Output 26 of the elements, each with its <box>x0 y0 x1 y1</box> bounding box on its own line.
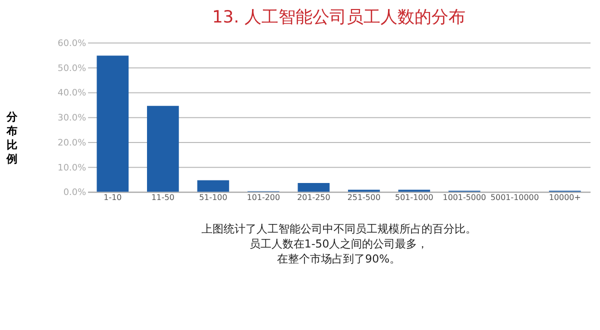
y-tick-label: 40.0% <box>58 88 86 99</box>
x-tick-label: 10000+ <box>548 193 581 202</box>
text: 员工人数在1-50人之间的公司最多， <box>249 237 428 250</box>
x-tick-label: 1-10 <box>104 193 122 202</box>
y-tick-label: 60.0% <box>58 38 86 49</box>
y-tick-label: 50.0% <box>58 64 86 74</box>
bar <box>298 183 330 192</box>
y-tick-label: 20.0% <box>58 138 86 148</box>
x-tick-label: 251-500 <box>347 193 381 202</box>
x-tick-label: 201-250 <box>297 193 330 202</box>
x-tick-label: 51-100 <box>199 193 228 202</box>
y-tick-label: 0.0% <box>63 188 86 198</box>
chart-title: 13. 人工智能公司员工人数的分布 <box>212 6 466 27</box>
x-tick-label: 101-200 <box>246 193 280 202</box>
bar <box>96 56 129 192</box>
bar <box>197 180 230 192</box>
x-tick-label: 11-50 <box>151 193 174 202</box>
x-tick-label: 1001-5000 <box>442 193 486 202</box>
x-tick-label: 501-1000 <box>395 193 434 202</box>
y-axis-title: 分布比例 <box>5 110 18 166</box>
text: 上图统计了人工智能公司中不同员工规模所占的百分比。 <box>201 222 476 236</box>
x-tick-label: 5001-10000 <box>490 193 539 202</box>
bar <box>147 106 179 192</box>
y-tick-label: 30.0% <box>58 114 86 124</box>
y-tick-label: 10.0% <box>58 163 86 174</box>
text: 在整个市场占到了90%。 <box>277 252 400 266</box>
